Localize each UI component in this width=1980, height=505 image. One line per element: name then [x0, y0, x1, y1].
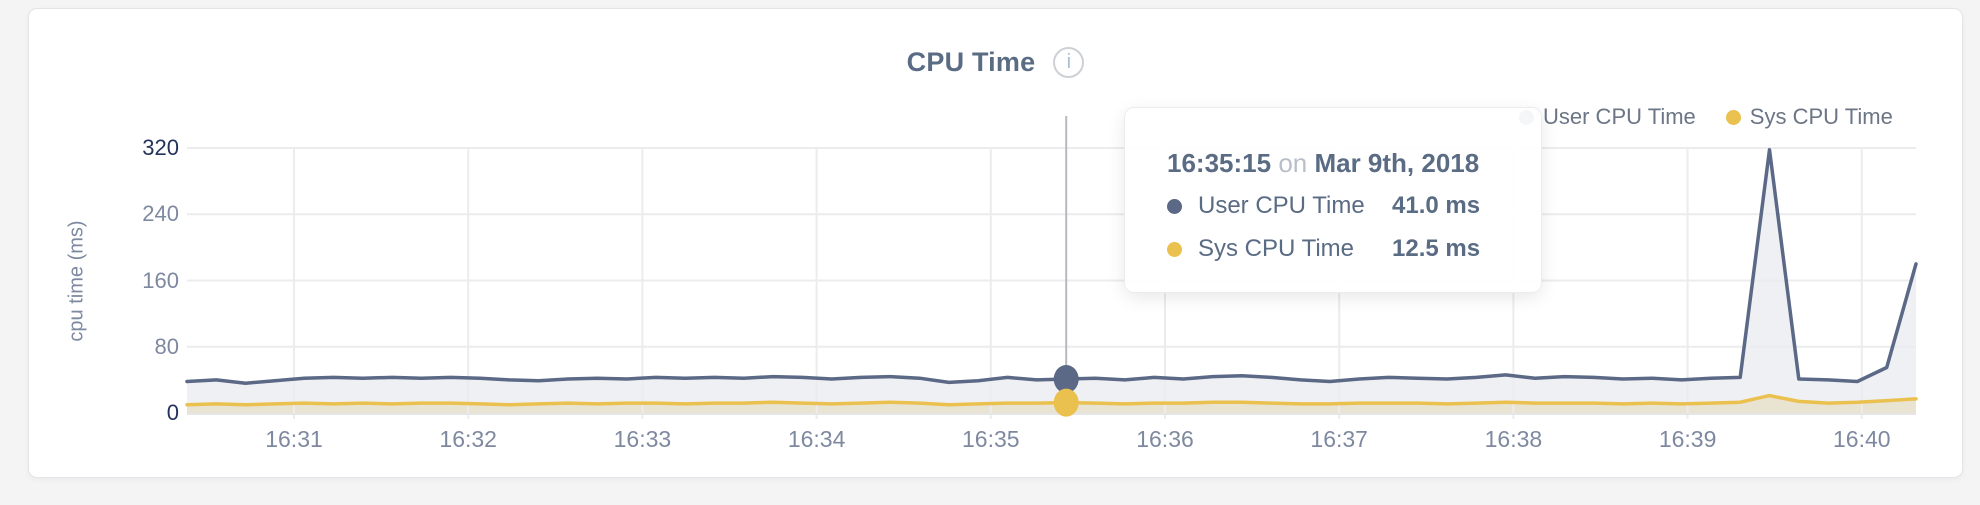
x-axis-tick: 16:38 [1484, 426, 1543, 452]
info-icon[interactable]: i [1053, 47, 1085, 78]
x-axis-tick: 16:32 [439, 426, 497, 452]
legend-label: User CPU Time [1543, 104, 1696, 129]
x-axis-tick: 16:40 [1833, 426, 1891, 452]
tooltip-series-value: 41.0 ms [1392, 192, 1481, 219]
tooltip-row: User CPU Time 41.0 ms [1167, 191, 1511, 221]
legend-item-user[interactable]: User CPU Time [1519, 104, 1696, 130]
x-axis-tick: 16:33 [613, 426, 672, 452]
y-axis-tick: 80 [154, 333, 179, 359]
tooltip-timestamp: 16:35:15 on Mar 9th, 2018 [1167, 148, 1511, 178]
tooltip-date: Mar 9th, 2018 [1314, 148, 1480, 178]
cpu-time-chart-card: CPU Time i User CPU Time Sys CPU Time cpu… [28, 8, 1963, 478]
chart-canvas[interactable] [29, 9, 1980, 505]
y-axis-tick: 0 [166, 400, 179, 425]
chart-legend: User CPU Time Sys CPU Time [1519, 104, 1893, 130]
page-title: CPU Time [906, 47, 1036, 77]
chart-tooltip: 16:35:15 on Mar 9th, 2018 User CPU Time 4… [1124, 107, 1542, 293]
x-axis-tick: 16:31 [265, 426, 323, 452]
legend-label: Sys CPU Time [1749, 104, 1893, 129]
x-axis-tick: 16:39 [1658, 426, 1717, 452]
tooltip-conjunction: on [1278, 148, 1308, 178]
x-axis-tick: 16:35 [962, 426, 1020, 452]
tooltip-series-label: Sys CPU Time [1198, 235, 1355, 262]
x-axis-tick: 16:36 [1136, 426, 1194, 452]
series-dot-icon [1167, 198, 1182, 214]
tooltip-time: 16:35:15 [1167, 148, 1272, 178]
legend-item-sys[interactable]: Sys CPU Time [1725, 104, 1893, 130]
user-cpu-area [187, 149, 1916, 413]
user-cpu-line [185, 147, 1918, 385]
tooltip-series-label: User CPU Time [1198, 192, 1365, 219]
x-axis-tick: 16:34 [787, 426, 846, 452]
tooltip-series-value: 12.5 ms [1392, 235, 1481, 262]
y-axis-tick: 320 [142, 135, 179, 160]
y-axis-tick: 240 [142, 201, 179, 227]
x-axis-tick: 16:37 [1310, 426, 1368, 452]
legend-dot-icon [1725, 109, 1741, 125]
tooltip-row: Sys CPU Time 12.5 ms [1167, 234, 1511, 264]
sys-hover-marker [1053, 388, 1079, 417]
y-axis-tick: 160 [142, 267, 179, 293]
chart-header: CPU Time i [29, 47, 1962, 78]
series-dot-icon [1167, 241, 1182, 257]
sys-cpu-line [185, 393, 1918, 407]
user-hover-marker [1053, 365, 1079, 394]
